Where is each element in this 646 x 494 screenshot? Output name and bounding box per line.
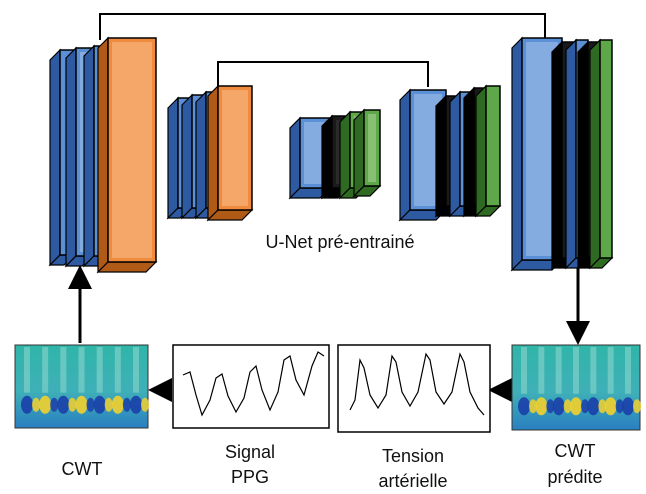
slab-face (485, 85, 501, 207)
heatmap-blob (622, 397, 634, 416)
heatmap-blob (39, 395, 52, 414)
cwt-predicted-image (511, 344, 641, 431)
heatmap-blob (535, 397, 548, 416)
slab-edge (65, 46, 77, 268)
cwt-image (14, 344, 149, 429)
slab-inner (304, 122, 326, 184)
slab-inner (222, 90, 248, 206)
heatmap-band (114, 347, 121, 393)
bp-signal (349, 352, 485, 416)
slab-edge (167, 96, 179, 220)
slab-edge (463, 86, 475, 218)
heatmap-blob (570, 397, 582, 416)
slab-edge (321, 114, 333, 200)
heatmap-blob (122, 397, 131, 412)
heatmap-blob (615, 399, 624, 414)
heatmap-blob (563, 399, 572, 414)
slab-edge (449, 90, 461, 218)
unet-blocks (48, 36, 614, 274)
heatmap-band (133, 347, 139, 393)
ppg-box (172, 344, 330, 429)
heatmap-band (538, 347, 545, 394)
heatmap-blob (518, 397, 530, 416)
heatmap-blob (529, 399, 537, 414)
heatmap-blob (75, 395, 88, 414)
tension-label: artérielle (378, 471, 447, 491)
unet-label: U-Net pré-entrainé (265, 232, 414, 252)
slab-edge (353, 108, 365, 198)
heatmap-band (555, 347, 562, 394)
slab-face (599, 39, 613, 259)
slab-edge (195, 90, 207, 220)
slab-edge (339, 110, 351, 200)
tension-label: Tension (382, 446, 444, 466)
heatmap-blob (32, 397, 40, 412)
heatmap-band (78, 347, 85, 393)
slab-edge (565, 38, 577, 270)
slab-edge (83, 44, 95, 268)
slab-edge (577, 40, 589, 270)
heatmap-blob (57, 395, 70, 414)
signal-label: PPG (231, 467, 269, 487)
slab-inner (368, 114, 376, 182)
heatmap-blob (68, 397, 77, 412)
slab-edge (435, 94, 447, 218)
cwt-pred-label: CWT (555, 441, 596, 461)
slab-edge (475, 84, 487, 218)
slab-edge (49, 48, 61, 267)
heatmap-blob (633, 399, 641, 414)
cwt-pred-label: prédite (547, 467, 602, 487)
skip-connection (217, 61, 429, 87)
heatmap-blob (587, 397, 600, 416)
ppg-signal (182, 351, 325, 417)
slab-inner (112, 42, 152, 258)
heatmap-blob (604, 397, 617, 416)
skip-connection (99, 13, 546, 40)
heatmap-band (521, 347, 527, 394)
cwt-label: CWT (62, 459, 103, 479)
heatmap-blob (546, 399, 555, 414)
heatmap-band (573, 347, 579, 394)
heatmap-band (96, 347, 103, 393)
slab-edge (399, 88, 411, 222)
heatmap-band (625, 347, 631, 394)
heatmap-blob (86, 397, 95, 412)
slab-edge (511, 36, 523, 272)
heatmap-blob (104, 397, 113, 412)
signal-label: Signal (225, 442, 275, 462)
heatmap-band (42, 347, 49, 393)
slab-bottom (96, 261, 158, 273)
heatmap-blob (93, 395, 106, 414)
heatmap-blob (552, 397, 565, 416)
heatmap-blob (581, 399, 589, 414)
heatmap-band (590, 347, 597, 394)
heatmap-band (24, 347, 30, 393)
heatmap-band (607, 347, 614, 394)
heatmap-blob (21, 395, 33, 414)
heatmap-blob (598, 399, 607, 414)
slab-edge (589, 38, 601, 270)
heatmap-blob (141, 397, 149, 412)
slab-edge (289, 116, 301, 200)
heatmap-band (60, 347, 67, 393)
slab-edge (97, 36, 109, 274)
slab-edge (181, 93, 193, 220)
slab-edge (551, 40, 563, 270)
heatmap-blob (50, 397, 59, 412)
bp-box (337, 344, 491, 433)
heatmap-blob (111, 395, 124, 414)
slab-edge (207, 84, 219, 222)
heatmap-blob (130, 395, 142, 414)
